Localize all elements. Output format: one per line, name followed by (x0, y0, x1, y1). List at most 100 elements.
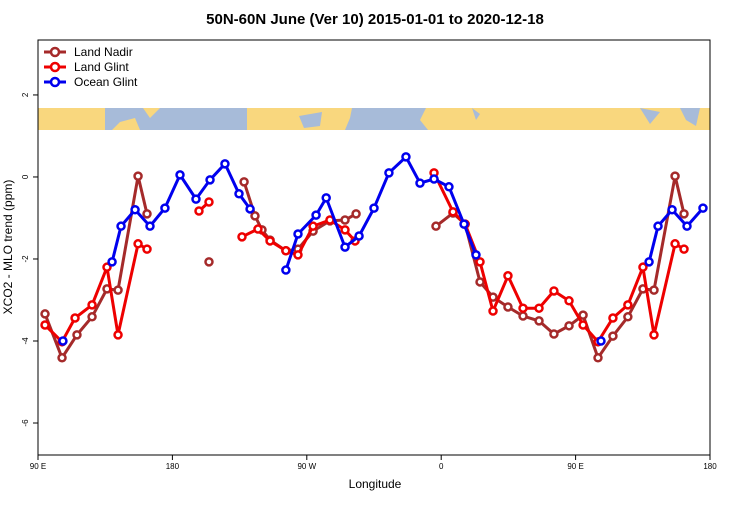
data-point (265, 236, 275, 246)
data-point (564, 296, 574, 306)
x-tick-label: 90 E (30, 462, 46, 471)
data-point (250, 211, 260, 221)
legend-swatch-marker (49, 61, 61, 73)
data-point (293, 229, 303, 239)
data-point (340, 242, 350, 252)
y-tick-label: -4 (21, 337, 30, 345)
data-point (293, 250, 303, 260)
chart-title: 50N-60N June (Ver 10) 2015-01-01 to 2020… (206, 11, 544, 28)
data-point (351, 209, 361, 219)
data-point (623, 312, 633, 322)
data-point (107, 257, 117, 267)
data-point (321, 193, 331, 203)
data-point (578, 320, 588, 330)
x-tick-label: 0 (439, 462, 444, 471)
data-point (644, 257, 654, 267)
data-point (281, 246, 291, 256)
data-point (57, 353, 67, 363)
data-point (102, 262, 112, 272)
data-point (133, 239, 143, 249)
data-point (698, 203, 708, 213)
y-tick-label: -6 (21, 419, 30, 427)
x-tick-label: 90 E (567, 462, 583, 471)
data-point (653, 221, 663, 231)
data-point (116, 221, 126, 231)
data-point (40, 320, 50, 330)
data-point (596, 336, 606, 346)
data-point (311, 210, 321, 220)
data-point (354, 231, 364, 241)
data-point (638, 262, 648, 272)
legend-label: Land Nadir (74, 45, 133, 59)
data-point (429, 174, 439, 184)
data-point (281, 265, 291, 275)
data-point (549, 329, 559, 339)
y-tick-label: -2 (21, 255, 30, 263)
data-point (245, 204, 255, 214)
data-point (87, 300, 97, 310)
data-point (401, 152, 411, 162)
data-point (459, 219, 469, 229)
data-point (534, 303, 544, 313)
x-tick-label: 90 W (297, 462, 316, 471)
data-point (253, 224, 263, 234)
data-point (58, 336, 68, 346)
data-point (205, 175, 215, 185)
y-tick-label: 2 (21, 92, 30, 97)
data-point (649, 330, 659, 340)
data-point (113, 330, 123, 340)
data-point (431, 221, 441, 231)
data-point (649, 285, 659, 295)
data-point (194, 206, 204, 216)
data-point (234, 189, 244, 199)
data-point (448, 207, 458, 217)
data-point (340, 225, 350, 235)
legend-label: Ocean Glint (74, 75, 138, 89)
data-point (113, 285, 123, 295)
data-point (608, 331, 618, 341)
data-point (608, 313, 618, 323)
data-point (670, 171, 680, 181)
data-point (220, 159, 230, 169)
data-point (70, 313, 80, 323)
data-point (623, 300, 633, 310)
data-point (679, 209, 689, 219)
data-point (534, 316, 544, 326)
data-point (471, 250, 481, 260)
x-tick-label: 180 (166, 462, 180, 471)
data-point (593, 353, 603, 363)
data-point (488, 306, 498, 316)
data-point (578, 310, 588, 320)
x-tick-label: 180 (703, 462, 717, 471)
data-point (549, 286, 559, 296)
data-point (308, 221, 318, 231)
data-point (667, 205, 677, 215)
data-point (564, 321, 574, 331)
data-point (175, 170, 185, 180)
legend-label: Land Glint (74, 60, 129, 74)
legend-swatch-marker (49, 46, 61, 58)
data-point (130, 205, 140, 215)
data-point (415, 178, 425, 188)
map-strip (38, 108, 710, 130)
data-point (239, 177, 249, 187)
data-point (670, 239, 680, 249)
data-point (518, 311, 528, 321)
x-axis-label: Longitude (349, 477, 402, 491)
legend-swatch-marker (49, 76, 61, 88)
data-point (444, 182, 454, 192)
data-point (204, 257, 214, 267)
data-point (340, 215, 350, 225)
data-point (87, 312, 97, 322)
y-axis-label: XCO2 - MLO trend (ppm) (1, 180, 15, 315)
data-point (475, 257, 485, 267)
series-line (43, 172, 685, 345)
data-point (40, 309, 50, 319)
data-point (145, 221, 155, 231)
data-point (204, 197, 214, 207)
data-point (503, 302, 513, 312)
data-point (369, 203, 379, 213)
plot-frame (37, 39, 711, 456)
data-point (237, 232, 247, 242)
